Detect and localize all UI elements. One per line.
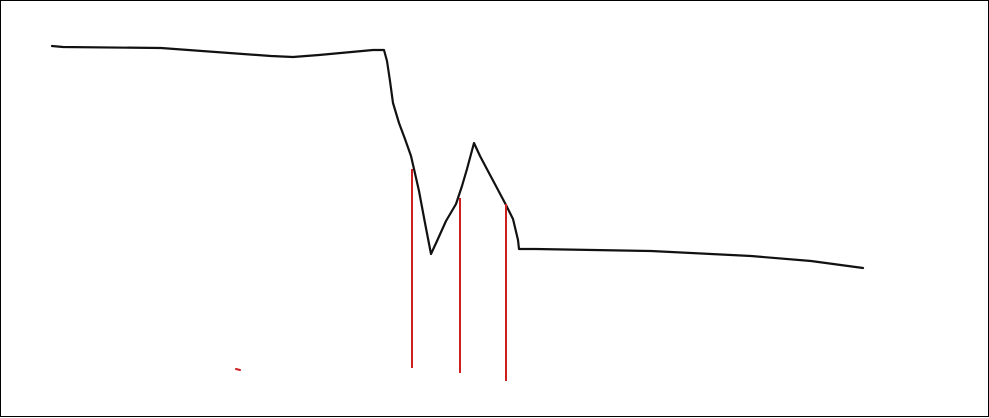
profile-curve: [50, 44, 865, 270]
stray-red-mark: [235, 368, 241, 371]
